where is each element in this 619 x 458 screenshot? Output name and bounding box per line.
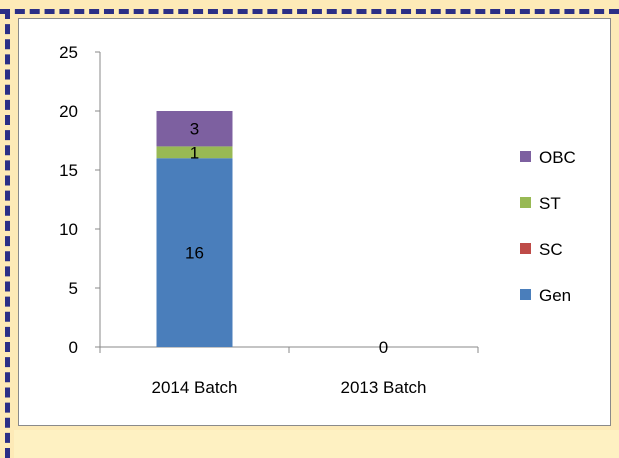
dashed-frame-left (5, 9, 10, 458)
y-tick-label: 20 (59, 102, 78, 121)
x-category-label: 2013 Batch (340, 378, 426, 397)
legend-label-gen: Gen (539, 286, 571, 305)
data-label: 16 (185, 244, 204, 263)
legend-swatch-obc (520, 151, 531, 162)
y-tick-label: 5 (69, 279, 78, 298)
legend-label-sc: SC (539, 240, 563, 259)
y-tick-label: 10 (59, 220, 78, 239)
legend-swatch-st (520, 197, 531, 208)
data-label: 3 (190, 120, 199, 139)
dashed-frame-top (0, 9, 619, 14)
data-label: 0 (379, 338, 388, 357)
chart-area (18, 18, 611, 426)
legend-label-obc: OBC (539, 148, 576, 167)
bar-segment-gen (156, 158, 233, 347)
legend-swatch-sc (520, 243, 531, 254)
legend-swatch-gen (520, 289, 531, 300)
bar-segment-st (156, 146, 233, 159)
bottom-strip (14, 430, 619, 458)
data-label: 1 (190, 143, 199, 162)
y-tick-label: 25 (59, 43, 78, 62)
y-tick-label: 0 (69, 338, 78, 357)
legend-label-st: ST (539, 194, 561, 213)
x-category-label: 2014 Batch (151, 378, 237, 397)
y-tick-label: 15 (59, 161, 78, 180)
bar-segment-obc (156, 111, 233, 147)
